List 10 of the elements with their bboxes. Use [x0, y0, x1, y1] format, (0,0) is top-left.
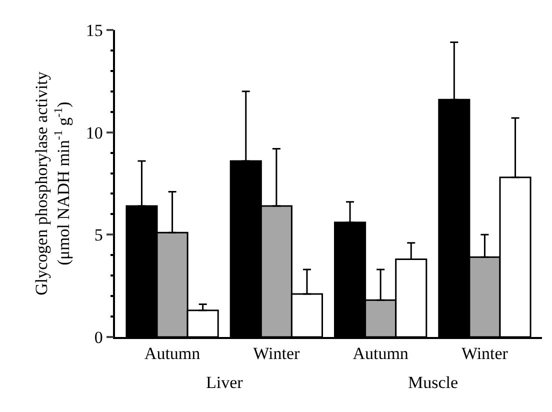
y-tick-label: 15 [86, 20, 103, 40]
y-tick-label: 5 [94, 226, 103, 245]
y-tick-label: 10 [86, 123, 103, 142]
text: Liver [206, 373, 244, 392]
x-tick-label: Autumn [144, 344, 201, 364]
y-tick-label: 0 [94, 328, 103, 347]
x-tick-label: Winter [253, 344, 300, 364]
x-tick-label: Autumn [352, 344, 409, 364]
text: Muscle [408, 373, 458, 392]
x-tick-label: Winter [461, 344, 508, 364]
